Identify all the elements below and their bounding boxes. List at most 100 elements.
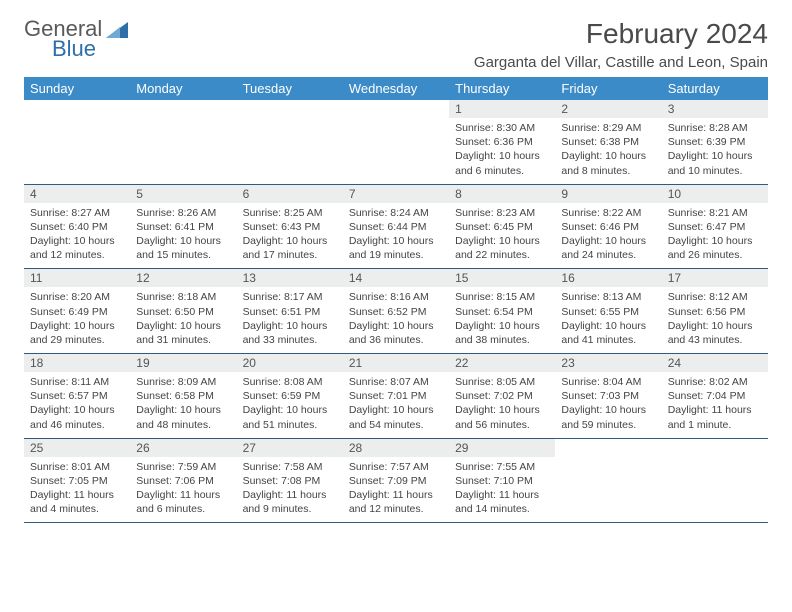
daylight-line: Daylight: 10 hours and 38 minutes. [455, 319, 549, 347]
weekday-header-row: Sunday Monday Tuesday Wednesday Thursday… [24, 77, 768, 100]
sunset-line: Sunset: 7:02 PM [455, 389, 549, 403]
daylight-line: Daylight: 10 hours and 6 minutes. [455, 149, 549, 177]
sunset-line: Sunset: 6:57 PM [30, 389, 124, 403]
sunset-line: Sunset: 7:08 PM [243, 474, 337, 488]
daylight-line: Daylight: 10 hours and 43 minutes. [668, 319, 762, 347]
daylight-line: Daylight: 10 hours and 17 minutes. [243, 234, 337, 262]
day-number-cell: 23 [555, 354, 661, 373]
sunrise-line: Sunrise: 7:55 AM [455, 460, 549, 474]
day-detail-cell: Sunrise: 8:25 AMSunset: 6:43 PMDaylight:… [237, 203, 343, 269]
title-block: February 2024 Garganta del Villar, Casti… [474, 18, 768, 71]
day-detail-cell: Sunrise: 8:22 AMSunset: 6:46 PMDaylight:… [555, 203, 661, 269]
day-detail-cell: Sunrise: 7:57 AMSunset: 7:09 PMDaylight:… [343, 457, 449, 523]
daylight-line: Daylight: 10 hours and 24 minutes. [561, 234, 655, 262]
day-number-cell: 7 [343, 184, 449, 203]
daylight-line: Daylight: 10 hours and 48 minutes. [136, 403, 230, 431]
daylight-line: Daylight: 10 hours and 8 minutes. [561, 149, 655, 177]
day-detail-cell: Sunrise: 8:02 AMSunset: 7:04 PMDaylight:… [662, 372, 768, 438]
sunset-line: Sunset: 6:44 PM [349, 220, 443, 234]
daylight-line: Daylight: 10 hours and 33 minutes. [243, 319, 337, 347]
day-number-row: 11121314151617 [24, 269, 768, 288]
day-detail-cell: Sunrise: 8:30 AMSunset: 6:36 PMDaylight:… [449, 118, 555, 184]
month-title: February 2024 [474, 18, 768, 50]
sunrise-line: Sunrise: 8:27 AM [30, 206, 124, 220]
day-number-cell: 14 [343, 269, 449, 288]
daylight-line: Daylight: 10 hours and 10 minutes. [668, 149, 762, 177]
daylight-line: Daylight: 10 hours and 54 minutes. [349, 403, 443, 431]
day-detail-cell: Sunrise: 8:12 AMSunset: 6:56 PMDaylight:… [662, 287, 768, 353]
weekday-header: Sunday [24, 77, 130, 100]
day-number-cell: 10 [662, 184, 768, 203]
sunrise-line: Sunrise: 8:05 AM [455, 375, 549, 389]
brand-text: General Blue [24, 18, 102, 60]
day-number-row: 18192021222324 [24, 354, 768, 373]
sunset-line: Sunset: 6:36 PM [455, 135, 549, 149]
day-number-cell [24, 100, 130, 118]
location-subtitle: Garganta del Villar, Castille and Leon, … [474, 54, 768, 71]
sunrise-line: Sunrise: 8:21 AM [668, 206, 762, 220]
day-number-cell: 25 [24, 438, 130, 457]
day-detail-cell: Sunrise: 8:21 AMSunset: 6:47 PMDaylight:… [662, 203, 768, 269]
brand-part2: Blue [52, 38, 102, 60]
sunset-line: Sunset: 6:38 PM [561, 135, 655, 149]
sunrise-line: Sunrise: 8:16 AM [349, 290, 443, 304]
sunrise-line: Sunrise: 8:17 AM [243, 290, 337, 304]
day-detail-cell [343, 118, 449, 184]
day-number-row: 2526272829 [24, 438, 768, 457]
weekday-header: Tuesday [237, 77, 343, 100]
day-number-row: 123 [24, 100, 768, 118]
day-number-cell: 4 [24, 184, 130, 203]
day-detail-cell: Sunrise: 8:17 AMSunset: 6:51 PMDaylight:… [237, 287, 343, 353]
sunrise-line: Sunrise: 8:12 AM [668, 290, 762, 304]
sunset-line: Sunset: 7:06 PM [136, 474, 230, 488]
sunrise-line: Sunrise: 8:07 AM [349, 375, 443, 389]
sunset-line: Sunset: 6:59 PM [243, 389, 337, 403]
sunrise-line: Sunrise: 7:59 AM [136, 460, 230, 474]
sunrise-line: Sunrise: 8:28 AM [668, 121, 762, 135]
day-detail-cell: Sunrise: 8:09 AMSunset: 6:58 PMDaylight:… [130, 372, 236, 438]
day-number-cell: 11 [24, 269, 130, 288]
sunrise-line: Sunrise: 8:01 AM [30, 460, 124, 474]
day-number-cell: 26 [130, 438, 236, 457]
day-number-cell: 17 [662, 269, 768, 288]
sunset-line: Sunset: 6:51 PM [243, 305, 337, 319]
day-number-cell [662, 438, 768, 457]
day-number-cell: 21 [343, 354, 449, 373]
sunset-line: Sunset: 6:50 PM [136, 305, 230, 319]
sunset-line: Sunset: 7:09 PM [349, 474, 443, 488]
day-detail-cell: Sunrise: 8:13 AMSunset: 6:55 PMDaylight:… [555, 287, 661, 353]
day-number-cell: 27 [237, 438, 343, 457]
weekday-header: Wednesday [343, 77, 449, 100]
sunset-line: Sunset: 6:55 PM [561, 305, 655, 319]
daylight-line: Daylight: 11 hours and 6 minutes. [136, 488, 230, 516]
sunset-line: Sunset: 6:58 PM [136, 389, 230, 403]
daylight-line: Daylight: 10 hours and 51 minutes. [243, 403, 337, 431]
sunrise-line: Sunrise: 8:08 AM [243, 375, 337, 389]
brand-logo: General Blue [24, 18, 132, 60]
day-number-cell: 18 [24, 354, 130, 373]
day-detail-cell: Sunrise: 8:15 AMSunset: 6:54 PMDaylight:… [449, 287, 555, 353]
day-number-cell: 3 [662, 100, 768, 118]
brand-triangle-icon [106, 20, 132, 40]
day-detail-cell: Sunrise: 7:58 AMSunset: 7:08 PMDaylight:… [237, 457, 343, 523]
weekday-header: Thursday [449, 77, 555, 100]
day-number-cell: 5 [130, 184, 236, 203]
day-detail-cell: Sunrise: 7:55 AMSunset: 7:10 PMDaylight:… [449, 457, 555, 523]
day-detail-cell: Sunrise: 8:04 AMSunset: 7:03 PMDaylight:… [555, 372, 661, 438]
day-number-cell: 15 [449, 269, 555, 288]
header: General Blue February 2024 Garganta del … [24, 18, 768, 71]
daylight-line: Daylight: 11 hours and 1 minute. [668, 403, 762, 431]
sunset-line: Sunset: 7:03 PM [561, 389, 655, 403]
sunrise-line: Sunrise: 8:13 AM [561, 290, 655, 304]
sunset-line: Sunset: 6:46 PM [561, 220, 655, 234]
sunrise-line: Sunrise: 8:02 AM [668, 375, 762, 389]
day-number-row: 45678910 [24, 184, 768, 203]
day-detail-cell: Sunrise: 8:29 AMSunset: 6:38 PMDaylight:… [555, 118, 661, 184]
daylight-line: Daylight: 10 hours and 12 minutes. [30, 234, 124, 262]
sunset-line: Sunset: 6:56 PM [668, 305, 762, 319]
sunset-line: Sunset: 6:41 PM [136, 220, 230, 234]
calendar-table: Sunday Monday Tuesday Wednesday Thursday… [24, 77, 768, 523]
sunrise-line: Sunrise: 8:04 AM [561, 375, 655, 389]
sunrise-line: Sunrise: 8:09 AM [136, 375, 230, 389]
day-detail-cell: Sunrise: 8:23 AMSunset: 6:45 PMDaylight:… [449, 203, 555, 269]
